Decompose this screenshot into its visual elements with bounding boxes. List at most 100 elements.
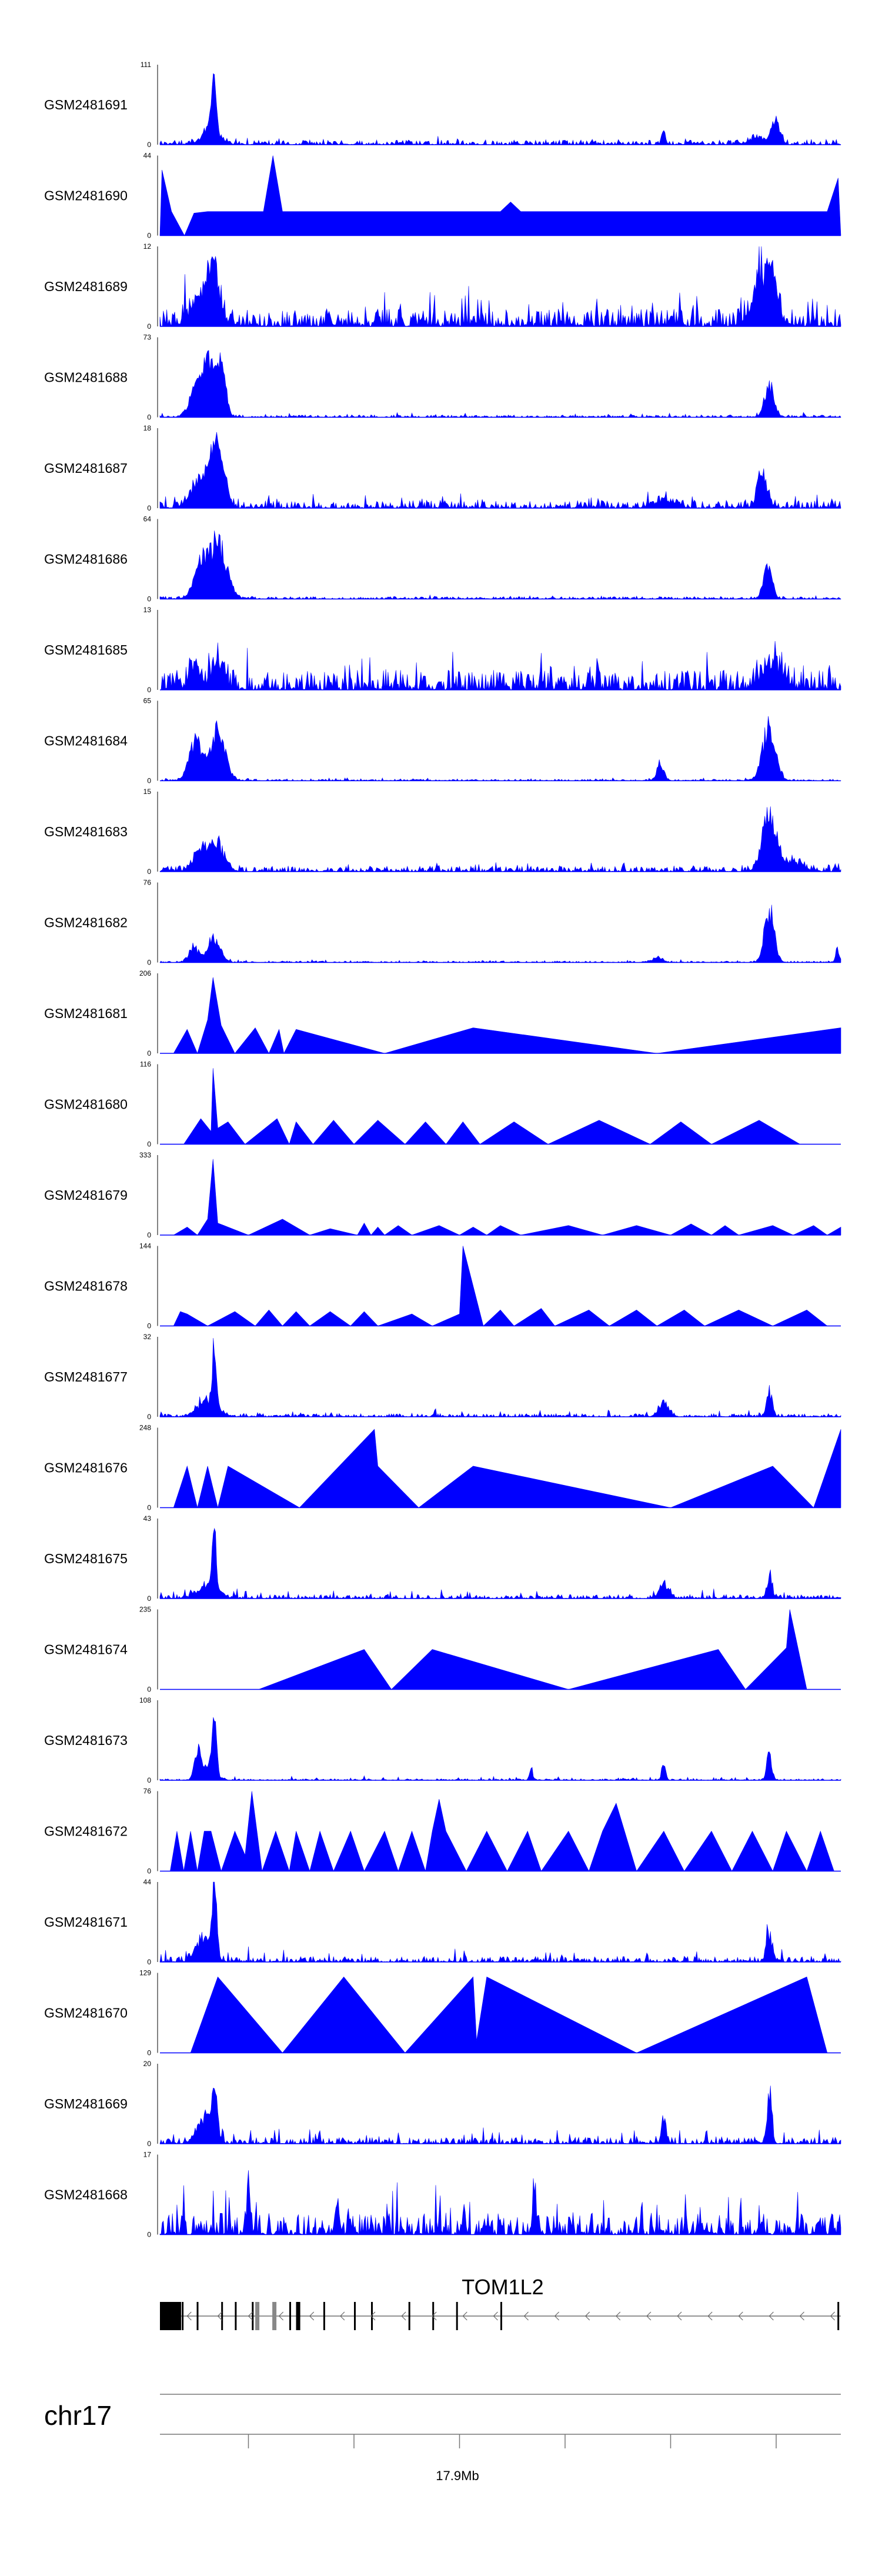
- axis-ticks: [248, 2434, 777, 2448]
- coverage-area: [159, 640, 841, 690]
- ymax-label: 129: [139, 1969, 151, 1977]
- track-label: GSM2481677: [44, 1369, 128, 1384]
- track-label: GSM2481671: [44, 1914, 128, 1930]
- gene-exon: [182, 2302, 184, 2330]
- ymin-label: 0: [147, 777, 151, 785]
- coverage-area: [160, 1976, 841, 2053]
- coverage-area: [159, 530, 841, 600]
- strand-arrow: [278, 2311, 284, 2321]
- ymin-label: 0: [147, 1686, 151, 1694]
- coverage-area: [159, 1881, 841, 1963]
- strand-arrow: [830, 2311, 836, 2321]
- track-label: GSM2481683: [44, 824, 128, 839]
- track-label: GSM2481669: [44, 2096, 128, 2111]
- track-label: GSM2481691: [44, 97, 128, 112]
- strand-arrow: [523, 2311, 529, 2321]
- track-GSM2481688: GSM2481688 73 0: [44, 333, 841, 422]
- ymin-label: 0: [147, 1231, 151, 1239]
- ymin-label: 0: [147, 1867, 151, 1876]
- strand-arrow: [799, 2311, 804, 2321]
- track-label: GSM2481685: [44, 642, 128, 658]
- ymax-label: 15: [143, 788, 152, 796]
- track-GSM2481691: GSM2481691 111 0: [44, 61, 841, 149]
- strand-arrow: [462, 2311, 467, 2321]
- track-GSM2481686: GSM2481686 64 0: [44, 515, 841, 603]
- track-label: GSM2481681: [44, 1006, 128, 1021]
- ymax-label: 248: [139, 1424, 151, 1432]
- strand-arrow: [340, 2311, 345, 2321]
- track-GSM2481673: GSM2481673 108 0: [44, 1696, 841, 1784]
- coverage-area: [160, 1246, 841, 1327]
- ymin-label: 0: [147, 1958, 151, 1966]
- gene-exon: [408, 2302, 410, 2330]
- track-GSM2481689: GSM2481689 12 0: [44, 242, 841, 331]
- ymin-label: 0: [147, 686, 151, 694]
- ymin-label: 0: [147, 867, 151, 876]
- track-label: GSM2481687: [44, 461, 128, 476]
- track-GSM2481671: GSM2481671 44 0: [44, 1878, 841, 1966]
- ymax-label: 12: [143, 242, 152, 251]
- ymin-label: 0: [147, 1140, 151, 1149]
- strand-arrow: [370, 2311, 376, 2321]
- coverage-area: [159, 806, 841, 873]
- ymax-label: 20: [143, 2060, 152, 2068]
- track-label: GSM2481672: [44, 1824, 128, 1839]
- track-GSM2481668: GSM2481668 17 0: [44, 2151, 841, 2239]
- track-GSM2481679: GSM2481679 333 0: [44, 1151, 841, 1239]
- coverage-area: [159, 2086, 841, 2145]
- gene-utr-block: [160, 2302, 181, 2330]
- strand-arrow: [646, 2311, 652, 2321]
- coverage-area: [159, 246, 841, 328]
- ymin-label: 0: [147, 1322, 151, 1330]
- track-GSM2481675: GSM2481675 43 0: [44, 1514, 841, 1603]
- ymax-label: 65: [143, 697, 152, 705]
- ymax-label: 333: [139, 1151, 151, 1159]
- coverage-area: [159, 155, 841, 236]
- ymin-label: 0: [147, 1776, 151, 1784]
- ymin-label: 0: [147, 504, 151, 512]
- ymax-label: 44: [143, 152, 152, 160]
- ymin-label: 0: [147, 959, 151, 967]
- coverage-area: [160, 977, 841, 1054]
- strand-arrow: [677, 2311, 682, 2321]
- track-GSM2481677: GSM2481677 32 0: [44, 1333, 841, 1421]
- gene-exon: [175, 2302, 177, 2330]
- track-GSM2481690: GSM2481690 44 0: [44, 152, 841, 240]
- ymax-label: 73: [143, 333, 152, 342]
- ymax-label: 116: [140, 1060, 151, 1069]
- gene-exon: [323, 2302, 325, 2330]
- track-GSM2481684: GSM2481684 65 0: [44, 697, 841, 785]
- gene-exon: [289, 2302, 291, 2330]
- track-GSM2481683: GSM2481683 15 0: [44, 788, 841, 876]
- ymax-label: 111: [141, 61, 152, 69]
- chromosome-label: chr17: [44, 2400, 112, 2431]
- chromosome-axis: chr17 17.9Mb: [44, 2394, 841, 2483]
- ymax-label: 44: [143, 1878, 152, 1886]
- track-label: GSM2481668: [44, 2187, 128, 2203]
- ymin-label: 0: [147, 595, 151, 603]
- coverage-area: [159, 2170, 841, 2235]
- track-label: GSM2481676: [44, 1460, 128, 1476]
- track-GSM2481678: GSM2481678 144 0: [44, 1242, 841, 1330]
- track-GSM2481670: GSM2481670 129 0: [44, 1969, 841, 2057]
- gene-track: TOM1L2: [160, 2275, 841, 2330]
- ymax-label: 43: [143, 1514, 152, 1523]
- track-label: GSM2481670: [44, 2006, 128, 2021]
- ymin-label: 0: [147, 1413, 151, 1421]
- ymin-label: 0: [147, 1504, 151, 1512]
- track-label: GSM2481674: [44, 1642, 128, 1657]
- ymax-label: 32: [143, 1333, 152, 1341]
- ymin-label: 0: [147, 2140, 151, 2148]
- track-label: GSM2481684: [44, 733, 128, 749]
- coverage-area: [160, 1609, 841, 1690]
- gene-name-label: TOM1L2: [462, 2275, 543, 2299]
- ymax-label: 108: [139, 1696, 151, 1704]
- track-label: GSM2481679: [44, 1187, 128, 1203]
- ymax-label: 76: [143, 879, 152, 887]
- gene-exon: [272, 2302, 277, 2330]
- gene-exon: [432, 2302, 435, 2330]
- track-label: GSM2481680: [44, 1097, 128, 1112]
- gene-exon: [296, 2302, 300, 2330]
- gene-exon: [196, 2302, 199, 2330]
- strand-arrow: [493, 2311, 498, 2321]
